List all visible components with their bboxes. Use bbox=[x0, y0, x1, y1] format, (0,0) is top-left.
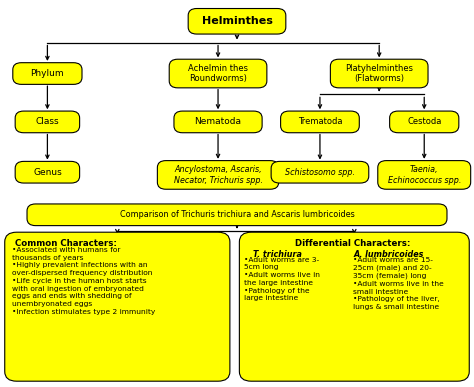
Text: Achelmin thes
Roundworms): Achelmin thes Roundworms) bbox=[188, 64, 248, 83]
Text: Platyhelminthes
(Flatworms): Platyhelminthes (Flatworms) bbox=[345, 64, 413, 83]
Text: Ancylostoma, Ascaris,
Necator, Trichuris spp.: Ancylostoma, Ascaris, Necator, Trichuris… bbox=[173, 165, 263, 185]
Text: Trematoda: Trematoda bbox=[298, 117, 342, 127]
FancyBboxPatch shape bbox=[281, 111, 359, 133]
FancyBboxPatch shape bbox=[390, 111, 459, 133]
Text: •Adult worms are 15-
25cm (male) and 20-
35cm (female) long
•Adult worms live in: •Adult worms are 15- 25cm (male) and 20-… bbox=[353, 257, 444, 310]
FancyBboxPatch shape bbox=[271, 161, 369, 183]
Text: Taenia,
Echinococcus spp.: Taenia, Echinococcus spp. bbox=[388, 165, 461, 185]
Text: •Adult worms are 3-
5cm long
•Adult worms live in
the large intestine
•Pathology: •Adult worms are 3- 5cm long •Adult worm… bbox=[244, 257, 320, 301]
FancyBboxPatch shape bbox=[174, 111, 262, 133]
FancyBboxPatch shape bbox=[188, 9, 286, 34]
Text: A. lumbricoides: A. lumbricoides bbox=[354, 250, 424, 259]
FancyBboxPatch shape bbox=[378, 161, 471, 189]
Text: Genus: Genus bbox=[33, 168, 62, 177]
Text: Phylum: Phylum bbox=[31, 69, 64, 78]
Text: •Associated with humans for
thousands of years
•Highly prevalent infections with: •Associated with humans for thousands of… bbox=[12, 247, 155, 315]
FancyBboxPatch shape bbox=[27, 204, 447, 226]
Text: Class: Class bbox=[36, 117, 59, 127]
Text: Nematoda: Nematoda bbox=[194, 117, 242, 127]
FancyBboxPatch shape bbox=[15, 161, 80, 183]
Text: Cestoda: Cestoda bbox=[407, 117, 441, 127]
FancyBboxPatch shape bbox=[157, 161, 279, 189]
Text: Common Characters:: Common Characters: bbox=[16, 239, 117, 248]
Text: T. trichiura: T. trichiura bbox=[253, 250, 302, 259]
Text: Helminthes: Helminthes bbox=[201, 16, 273, 26]
FancyBboxPatch shape bbox=[239, 232, 469, 381]
FancyBboxPatch shape bbox=[169, 59, 267, 88]
FancyBboxPatch shape bbox=[15, 111, 80, 133]
Text: Differential Characters:: Differential Characters: bbox=[295, 239, 411, 248]
Text: Comparison of Trichuris trichiura and Ascaris lumbricoides: Comparison of Trichuris trichiura and As… bbox=[119, 210, 355, 219]
Text: Schistosomo spp.: Schistosomo spp. bbox=[285, 168, 355, 177]
FancyBboxPatch shape bbox=[330, 59, 428, 88]
FancyBboxPatch shape bbox=[13, 63, 82, 84]
FancyBboxPatch shape bbox=[5, 232, 230, 381]
